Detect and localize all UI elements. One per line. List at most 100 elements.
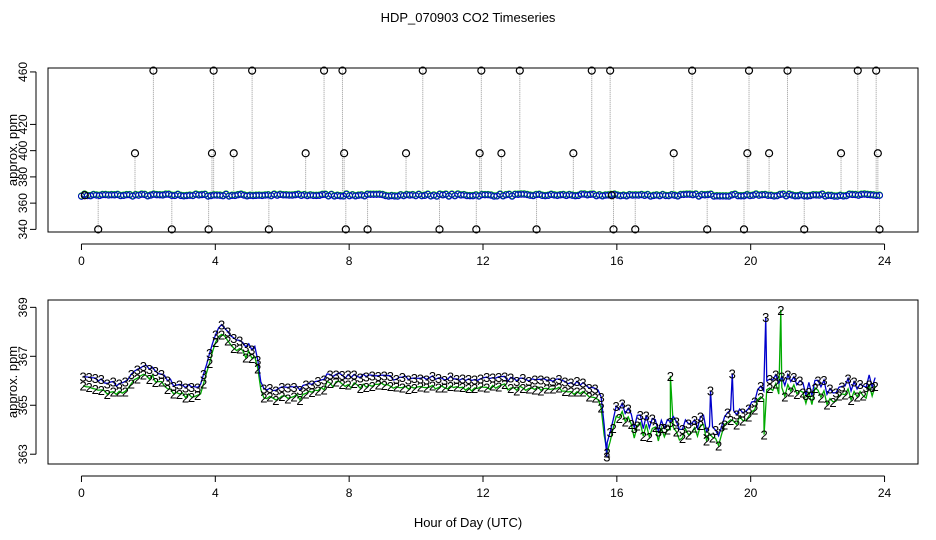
series-2-label-point: 2: [429, 378, 436, 393]
series-3-label-point: 3: [814, 373, 821, 388]
series-2-label-point: 2: [206, 356, 213, 371]
series-2-label-point: 2: [278, 389, 285, 404]
y-tick-label: 340: [16, 219, 30, 239]
series-3-label-point: 3: [543, 373, 550, 388]
series-3-label-point: 3: [459, 371, 466, 386]
series-3-label-point: 3: [772, 368, 779, 383]
series-3-label-point: 3: [766, 372, 773, 387]
series-3-label-point: 3: [531, 373, 538, 388]
series-3-label-point: 3: [685, 417, 692, 432]
series-2-label-point: 2: [393, 380, 400, 395]
series-2-label-point: 2: [477, 380, 484, 395]
y-tick-label: 363: [16, 444, 30, 464]
series-2-label-point: 2: [667, 369, 674, 384]
series-2-label-point: 2: [290, 390, 297, 405]
raw-data-point: [631, 225, 640, 234]
series-2-label-point: 2: [399, 381, 406, 396]
series-2-label-point: 2: [709, 430, 716, 445]
top-connector-lines: [97, 70, 881, 230]
series-2-label-point: 2: [799, 385, 806, 400]
series-3-label-point: 3: [92, 371, 99, 386]
series-3-label-point: 3: [513, 374, 520, 389]
series-2-label-point: 2: [691, 421, 698, 436]
raw-data-point: [836, 149, 846, 158]
series-2-label-point: 2: [673, 425, 680, 440]
series-2-label-point: 2: [236, 341, 243, 356]
series-2-label-point: 2: [829, 395, 836, 410]
series-3-label-point: 3: [296, 383, 303, 398]
series-2-label-point: 2: [628, 417, 635, 432]
series-2-label-point: 2: [549, 382, 556, 397]
series-3-label-point: 3: [631, 421, 638, 436]
series-3-label-point: 3: [164, 374, 171, 389]
series-3-label-point: 3: [176, 377, 183, 392]
raw-data-point: [703, 225, 712, 234]
bottom-panel: approx. ppm 2222222222222222222222222222…: [5, 297, 919, 500]
raw-data-point: [418, 66, 427, 75]
series-3-label-point: 3: [856, 377, 863, 392]
series-2-label-point: 2: [567, 385, 574, 400]
series-3-label-point: 3: [555, 372, 562, 387]
series-3-label-point: 3: [387, 369, 394, 384]
series-3-label-point: 3: [86, 370, 93, 385]
series-3-point: [490, 192, 498, 200]
series-3-label-point: 3: [272, 383, 279, 398]
x-tick-label: 0: [78, 486, 85, 500]
bottom-plot-frame: [47, 299, 919, 465]
series-3-label-point: 3: [707, 384, 714, 399]
series-3-label-point: 3: [435, 371, 442, 386]
series-2-label-point: 2: [170, 387, 177, 402]
series-3-label-point: 3: [591, 381, 598, 396]
series-3-label-point: 3: [573, 374, 580, 389]
series-3-label-point: 3: [561, 374, 568, 389]
series-3-label-point: 3: [260, 381, 267, 396]
series-2-label-point: 2: [757, 390, 764, 405]
series-2-label-point: 2: [507, 381, 514, 396]
series-3-label-point: 3: [308, 377, 315, 392]
bottom-series-labels: 2222222222222222222222222222222222222222…: [80, 303, 879, 465]
series-3-label-point: 3: [188, 380, 195, 395]
series-2-label-point: 2: [579, 384, 586, 399]
series-3-label-point: 3: [850, 375, 857, 390]
raw-data-point: [209, 66, 218, 75]
series-3-point: [876, 191, 884, 199]
series-2-label-point: 2: [777, 303, 784, 318]
series-2-label-point: 2: [866, 377, 873, 392]
series-3-label-point: 3: [351, 367, 358, 382]
series-3-label-point: 3: [302, 378, 309, 393]
series-2-label-point: 2: [441, 381, 448, 396]
series-3-label-point: 3: [549, 374, 556, 389]
series-2-label-point: 2: [146, 372, 153, 387]
series-2-label-point: 2: [363, 380, 370, 395]
series-2-label-point: 2: [411, 381, 418, 396]
series-2-label-point: 2: [453, 380, 460, 395]
raw-data-point: [264, 225, 273, 234]
series-2-label-point: 2: [697, 418, 704, 433]
series-3-label-point: 3: [80, 369, 87, 384]
series-3-label-point: 3: [507, 370, 514, 385]
series-2-label-point: 2: [435, 381, 442, 396]
chart-title: HDP_070903 CO2 Timeseries: [381, 10, 556, 25]
series-3-label-point: 3: [667, 415, 674, 430]
raw-data-point: [873, 149, 882, 158]
series-2-label-point: 2: [495, 379, 502, 394]
top-panel: approx. ppm 0 4 8 12 16 20 24 340 360 380 400 420 4…: [5, 62, 919, 268]
series-3-label-point: 3: [357, 371, 364, 386]
x-axis-label: Hour of Day (UTC): [414, 515, 522, 530]
series-2-label-point: 2: [847, 393, 854, 408]
series-2-label-point: 2: [501, 377, 508, 392]
raw-data-point: [341, 225, 350, 234]
series-3-label-point: 3: [218, 318, 225, 333]
series-3-label-point: 3: [320, 372, 327, 387]
series-2-label-point: 2: [230, 341, 237, 356]
top-data-points: [77, 66, 884, 234]
series-2-label-point: 2: [751, 403, 758, 418]
raw-data-point: [609, 225, 618, 234]
series-3-label-point: 3: [808, 388, 815, 403]
series-3-label-point: 3: [399, 370, 406, 385]
series-2-label-point: 2: [423, 381, 430, 396]
series-2-label-point: 2: [182, 391, 189, 406]
series-3-label-point: 3: [411, 371, 418, 386]
series-3-label-point: 3: [869, 380, 876, 395]
series-2-label-point: 2: [561, 384, 568, 399]
